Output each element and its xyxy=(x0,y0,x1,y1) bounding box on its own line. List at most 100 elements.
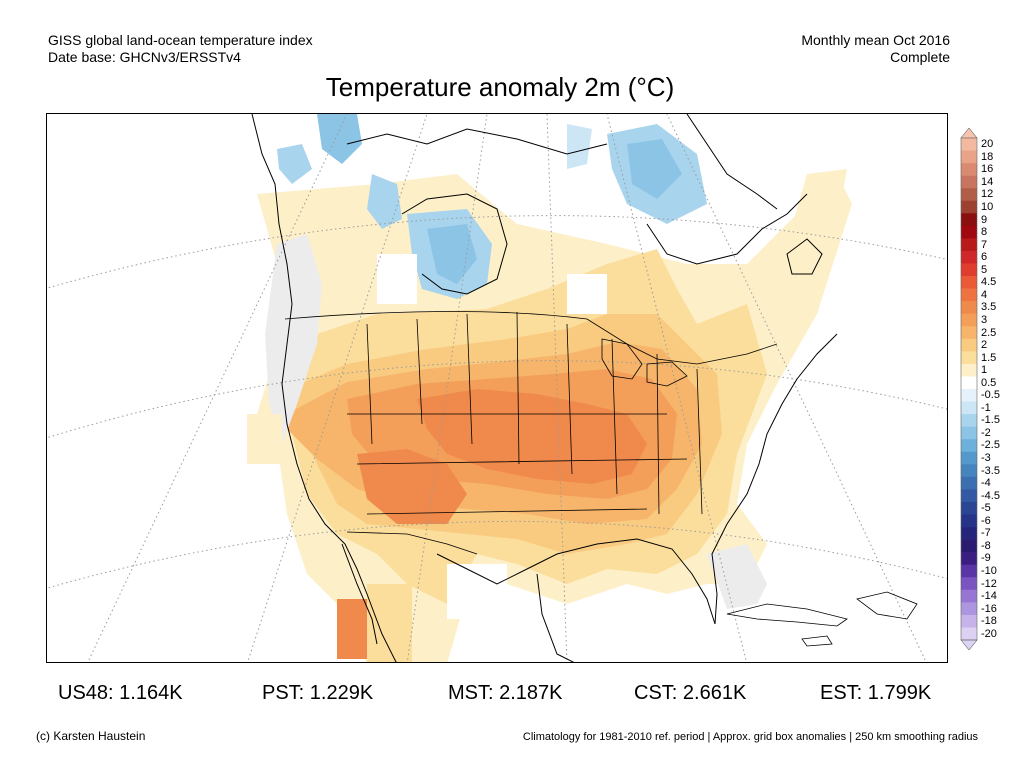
colorbar-swatch xyxy=(961,276,977,289)
colorbar-swatch xyxy=(961,213,977,227)
parallel-line xyxy=(47,520,947,589)
anomaly-zone-blue-north xyxy=(367,174,402,229)
colorbar-tick-label: 10 xyxy=(981,201,994,214)
colorbar-swatch xyxy=(961,577,977,591)
anomaly-zone-core-west xyxy=(357,449,467,524)
coastline-newfoundland xyxy=(786,238,823,275)
colorbar-tick-label: -1 xyxy=(981,401,991,414)
colorbar-swatch xyxy=(961,527,977,540)
colorbar-swatch xyxy=(961,389,977,402)
border-us-canada xyxy=(284,311,778,365)
anomaly-patch-west-coast xyxy=(247,414,282,464)
colorbar-tick-label: -10 xyxy=(981,564,997,577)
island-jamaica xyxy=(801,635,833,647)
no-data-patch-canada xyxy=(377,254,417,304)
meridian-line xyxy=(546,114,568,662)
colorbar-swatch xyxy=(961,476,977,490)
colorbar-swatch xyxy=(961,238,977,252)
border-us-mexico xyxy=(346,531,478,555)
colorbar-swatch xyxy=(961,401,977,415)
colorbar-swatch xyxy=(961,501,977,515)
meridian-line xyxy=(247,114,428,662)
colorbar-swatch xyxy=(961,188,977,202)
coastline-gulf xyxy=(436,538,716,625)
colorbar-swatch xyxy=(961,338,977,352)
colorbar-swatch xyxy=(961,138,977,151)
colorbar-tick-label: 1.5 xyxy=(981,351,997,364)
colorbar-swatch xyxy=(961,376,977,390)
region-mst: MST: 2.187K xyxy=(448,682,563,704)
colorbar-tick-label: -2.5 xyxy=(981,439,1000,452)
colorbar-tick-label: -5 xyxy=(981,502,991,515)
colorbar-tick-label: -3.5 xyxy=(981,464,1000,477)
colorbar-bottom-arrow xyxy=(960,639,978,650)
colorbar-tick-label: 4 xyxy=(981,288,988,301)
colorbar-swatch xyxy=(961,301,977,314)
colorbar-tick-label: 14 xyxy=(981,175,994,188)
colorbar-tick-label: 8 xyxy=(981,226,988,239)
colorbar-swatch xyxy=(961,288,977,302)
coastline-hudson xyxy=(401,193,508,295)
colorbar-tick-label: 16 xyxy=(981,163,994,176)
colorbar-swatch xyxy=(961,263,977,277)
coastline-greenland xyxy=(686,114,778,210)
parallel-line xyxy=(47,215,947,289)
graticule xyxy=(47,114,947,662)
colorbar-swatch xyxy=(961,627,977,641)
no-data-patch-mexico xyxy=(447,564,507,619)
colorbar-tick-label: 2.5 xyxy=(981,326,997,339)
coastline-west xyxy=(251,114,397,662)
colorbar-tick-label: -6 xyxy=(981,514,991,527)
island-hispaniola xyxy=(856,591,918,620)
colorbar-tick-label: 12 xyxy=(981,188,994,201)
state-borders xyxy=(347,311,703,515)
colorbar-tick-label: 9 xyxy=(981,213,988,226)
colorbar-tick-label: -4 xyxy=(981,477,991,490)
colorbar-tick-label: -18 xyxy=(981,615,997,628)
anomaly-zone-gray-pacific xyxy=(265,234,322,444)
colorbar-swatch xyxy=(961,439,977,453)
region-us48: US48: 1.164K xyxy=(58,682,183,704)
colorbar-swatch xyxy=(961,552,977,565)
colorbar-swatch xyxy=(961,150,977,164)
colorbar-tick-label: -1.5 xyxy=(981,414,1000,427)
colorbar-tick-label: -9 xyxy=(981,552,991,565)
map-canvas xyxy=(47,114,947,662)
anomaly-patch-mexico xyxy=(337,599,367,659)
colorbar-tick-label: -4.5 xyxy=(981,489,1000,502)
colorbar-swatch xyxy=(961,589,977,603)
colorbar-swatch xyxy=(961,200,977,214)
colorbar-tick-label: 3 xyxy=(981,313,988,326)
colorbar-tick-label: 0.5 xyxy=(981,376,997,389)
colorbar-swatch xyxy=(961,564,977,578)
colorbar-tick-label: -14 xyxy=(981,590,997,603)
colorbar-top-arrow xyxy=(960,128,978,139)
islands xyxy=(726,591,918,647)
status-label: Complete xyxy=(890,49,950,65)
colorbar-tick-label: -3 xyxy=(981,452,991,465)
colorbar-swatch xyxy=(961,426,977,440)
colorbar-tick-label: 4.5 xyxy=(981,276,997,289)
region-pst: PST: 1.229K xyxy=(262,682,374,704)
colorbar-tick-label: -2 xyxy=(981,426,991,439)
regional-averages: US48: 1.164K PST: 1.229K MST: 2.187K CST… xyxy=(0,682,1000,704)
colorbar-swatch xyxy=(961,225,977,239)
anomaly-zone-blue-baffin-core xyxy=(627,139,682,199)
colorbar-tick-label: 5 xyxy=(981,263,988,276)
colorbar-tick-label: 1 xyxy=(981,364,988,377)
colorbar-swatch xyxy=(961,464,977,478)
period-label: Monthly mean Oct 2016 xyxy=(801,32,950,48)
colorbar-swatch xyxy=(961,514,977,528)
header-left: GISS global land-ocean temperature index… xyxy=(48,32,313,66)
colorbar-tick-label: 7 xyxy=(981,238,988,251)
region-est: EST: 1.799K xyxy=(820,682,932,704)
colorbar-swatch xyxy=(961,614,977,628)
coastline-mexico-east xyxy=(536,573,575,662)
colorbar-tick-label: -7 xyxy=(981,527,991,540)
anomaly-zone-blue-hudson-core xyxy=(427,224,477,284)
coastlines xyxy=(251,114,838,662)
coastline-arctic xyxy=(346,128,608,155)
colorbar-tick-label: -12 xyxy=(981,577,997,590)
colorbar xyxy=(960,128,978,650)
political-borders xyxy=(284,311,778,555)
